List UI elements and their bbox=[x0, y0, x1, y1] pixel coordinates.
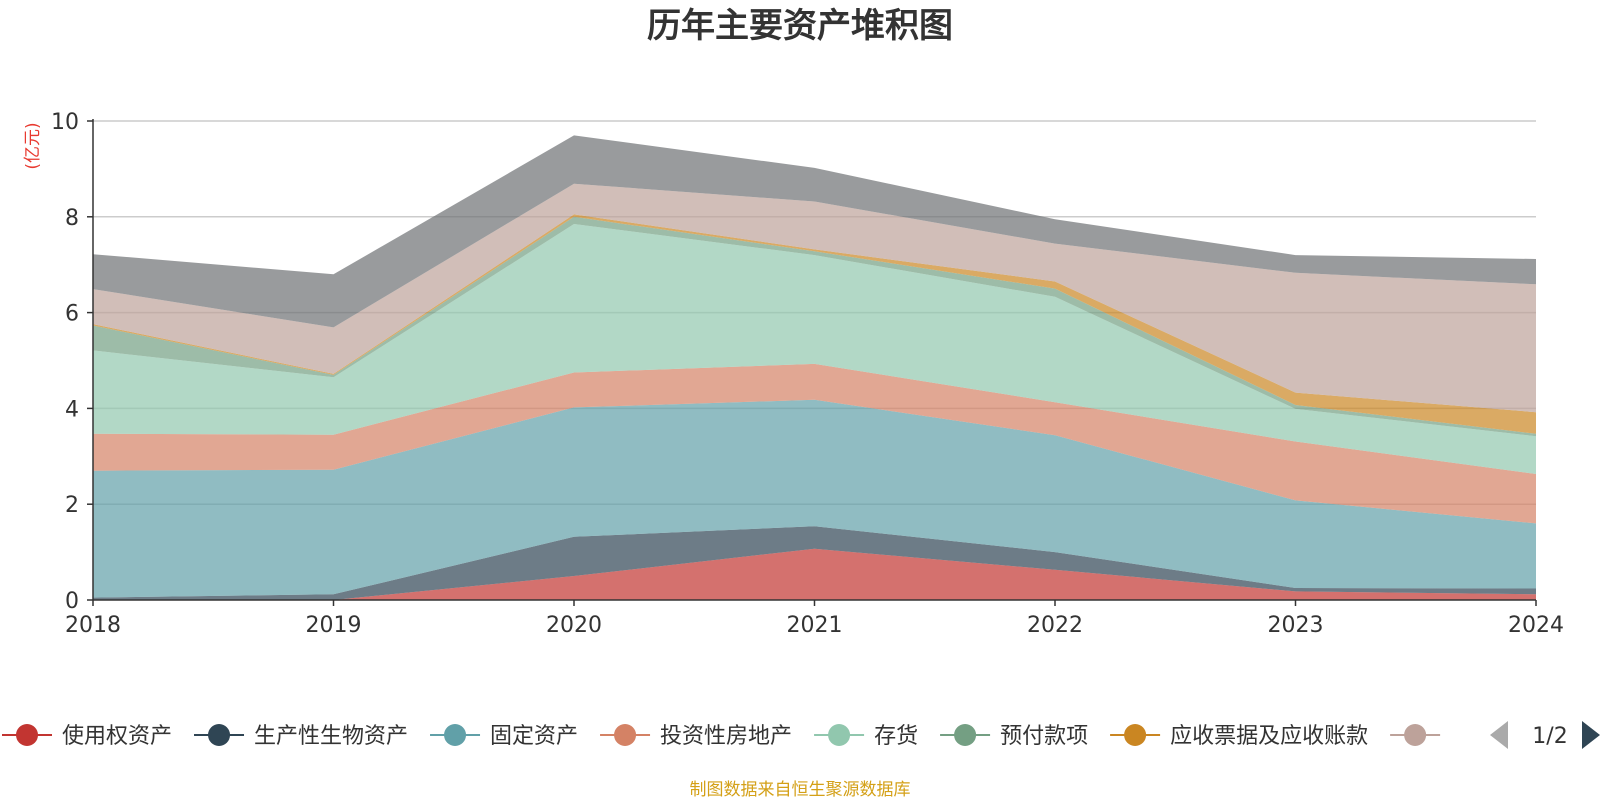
legend-item-7[interactable] bbox=[1390, 724, 1441, 746]
area-series-1 bbox=[93, 526, 1536, 600]
legend-label-6: 应收票据及应收账款 bbox=[1170, 724, 1368, 749]
legend-prev-page-button[interactable] bbox=[1490, 721, 1508, 749]
legend-marker-0 bbox=[16, 724, 38, 746]
legend: 使用权资产 生产性生物资产 固定资产 投资性房地产 存货 预付款项 应收票据及应收账款 bbox=[2, 724, 1441, 749]
source-note: 制图数据来自恒生聚源数据库 bbox=[690, 780, 911, 800]
legend-label-2: 固定资产 bbox=[490, 724, 578, 749]
x-tick-label-5: 2023 bbox=[1268, 613, 1324, 638]
area-series-0 bbox=[93, 548, 1536, 600]
y-tick-label-4: 8 bbox=[65, 206, 79, 231]
legend-item-4[interactable]: 存货 bbox=[814, 724, 918, 749]
area-series-7 bbox=[93, 183, 1536, 413]
x-tick-label-3: 2021 bbox=[787, 613, 843, 638]
area-series bbox=[93, 135, 1536, 600]
legend-pager: 1/2 bbox=[1490, 721, 1600, 749]
legend-label-0: 使用权资产 bbox=[62, 724, 172, 749]
chart-title: 历年主要资产堆积图 bbox=[647, 6, 953, 46]
legend-item-2[interactable]: 固定资产 bbox=[430, 724, 578, 749]
legend-marker-7 bbox=[1404, 724, 1427, 746]
area-series-6 bbox=[93, 214, 1536, 434]
y-tick-label-5: 10 bbox=[51, 110, 79, 135]
axes: 0 2 4 6 8 10 2018 2019 2020 2021 2022 2023 2024 bbox=[51, 110, 1564, 638]
legend-page-indicator: 1/2 bbox=[1532, 724, 1567, 749]
legend-label-5: 预付款项 bbox=[1000, 724, 1088, 749]
area-series-8 bbox=[93, 135, 1536, 328]
legend-label-3: 投资性房地产 bbox=[660, 724, 792, 749]
legend-marker-4 bbox=[828, 724, 851, 746]
legend-item-6[interactable]: 应收票据及应收账款 bbox=[1110, 724, 1368, 749]
y-tick-label-0: 0 bbox=[65, 589, 79, 614]
x-tick-label-4: 2022 bbox=[1027, 613, 1083, 638]
area-series-4 bbox=[93, 224, 1536, 474]
x-tick-label-2: 2020 bbox=[546, 613, 602, 638]
legend-marker-3 bbox=[614, 724, 637, 746]
y-tick-label-3: 6 bbox=[65, 302, 79, 327]
legend-item-3[interactable]: 投资性房地产 bbox=[600, 724, 792, 749]
x-tick-label-1: 2019 bbox=[306, 613, 362, 638]
y-tick-label-1: 2 bbox=[65, 493, 79, 518]
legend-marker-5 bbox=[954, 724, 977, 746]
y-tick-label-2: 4 bbox=[65, 397, 79, 422]
legend-next-page-button[interactable] bbox=[1582, 721, 1600, 749]
legend-marker-1 bbox=[208, 724, 231, 746]
legend-label-4: 存货 bbox=[874, 724, 918, 749]
area-series-3 bbox=[93, 363, 1536, 524]
legend-marker-6 bbox=[1124, 724, 1147, 746]
legend-marker-2 bbox=[444, 724, 467, 746]
legend-item-0[interactable]: 使用权资产 bbox=[2, 724, 172, 749]
y-axis-unit-label: (亿元) bbox=[23, 122, 43, 169]
x-tick-label-6: 2024 bbox=[1508, 613, 1564, 638]
x-tick-label-0: 2018 bbox=[65, 613, 121, 638]
area-series-2 bbox=[93, 399, 1536, 598]
legend-label-1: 生产性生物资产 bbox=[254, 724, 408, 749]
legend-item-1[interactable]: 生产性生物资产 bbox=[194, 724, 408, 749]
legend-item-5[interactable]: 预付款项 bbox=[940, 724, 1088, 749]
